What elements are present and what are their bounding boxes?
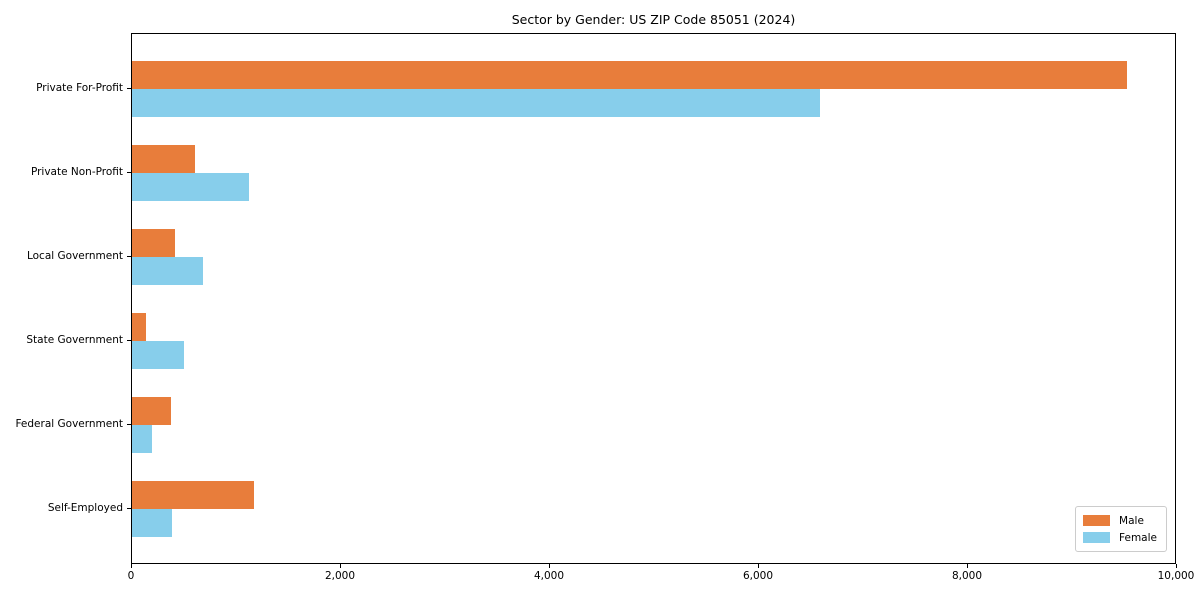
y-tick-mark bbox=[127, 340, 131, 341]
y-tick-mark bbox=[127, 256, 131, 257]
legend-label-male: Male bbox=[1119, 514, 1144, 527]
y-tick-mark bbox=[127, 88, 131, 89]
x-tick-mark bbox=[758, 564, 759, 568]
y-axis-label-federal-government: Federal Government bbox=[15, 418, 123, 430]
x-tick-label-8-000: 8,000 bbox=[951, 570, 983, 582]
x-tick-mark bbox=[1176, 564, 1177, 568]
x-tick-label-6-000: 6,000 bbox=[742, 570, 774, 582]
legend-swatch-female bbox=[1083, 532, 1111, 543]
y-tick-mark bbox=[127, 172, 131, 173]
y-axis-label-local-government: Local Government bbox=[26, 250, 123, 262]
x-tick-label-4-000: 4,000 bbox=[533, 570, 565, 582]
chart-title: Sector by Gender: US ZIP Code 85051 (202… bbox=[511, 12, 796, 27]
y-axis-label-state-government: State Government bbox=[26, 334, 123, 346]
x-tick-label-2-000: 2,000 bbox=[324, 570, 356, 582]
x-tick-mark bbox=[131, 564, 132, 568]
y-tick-mark bbox=[127, 424, 131, 425]
y-axis-label-private-non-profit: Private Non-Profit bbox=[30, 166, 123, 178]
bar-male-federal-government bbox=[132, 397, 171, 425]
bar-female-local-government bbox=[132, 257, 204, 285]
y-axis-label-private-for-profit: Private For-Profit bbox=[36, 82, 123, 94]
bar-female-state-government bbox=[132, 341, 185, 369]
bar-female-private-non-profit bbox=[132, 173, 249, 201]
legend-swatch-male bbox=[1083, 515, 1111, 526]
x-tick-mark bbox=[340, 564, 341, 568]
x-tick-label-0: 0 bbox=[127, 570, 135, 582]
bar-male-self-employed bbox=[132, 481, 255, 509]
legend-item-female: Female bbox=[1083, 529, 1157, 546]
bar-male-local-government bbox=[132, 229, 175, 257]
legend: Male Female bbox=[1075, 506, 1167, 552]
legend-label-female: Female bbox=[1119, 531, 1157, 544]
y-tick-mark bbox=[127, 508, 131, 509]
y-axis-label-self-employed: Self-Employed bbox=[47, 502, 123, 514]
plot-area: Male Female bbox=[131, 33, 1176, 564]
legend-item-male: Male bbox=[1083, 512, 1157, 529]
bar-male-private-non-profit bbox=[132, 145, 195, 173]
bar-male-private-for-profit bbox=[132, 61, 1127, 89]
bar-female-federal-government bbox=[132, 425, 152, 453]
x-tick-label-10-000: 10,000 bbox=[1157, 570, 1195, 582]
x-tick-mark bbox=[549, 564, 550, 568]
bar-female-private-for-profit bbox=[132, 89, 820, 117]
bar-female-self-employed bbox=[132, 509, 172, 537]
bar-male-state-government bbox=[132, 313, 147, 341]
x-tick-mark bbox=[967, 564, 968, 568]
